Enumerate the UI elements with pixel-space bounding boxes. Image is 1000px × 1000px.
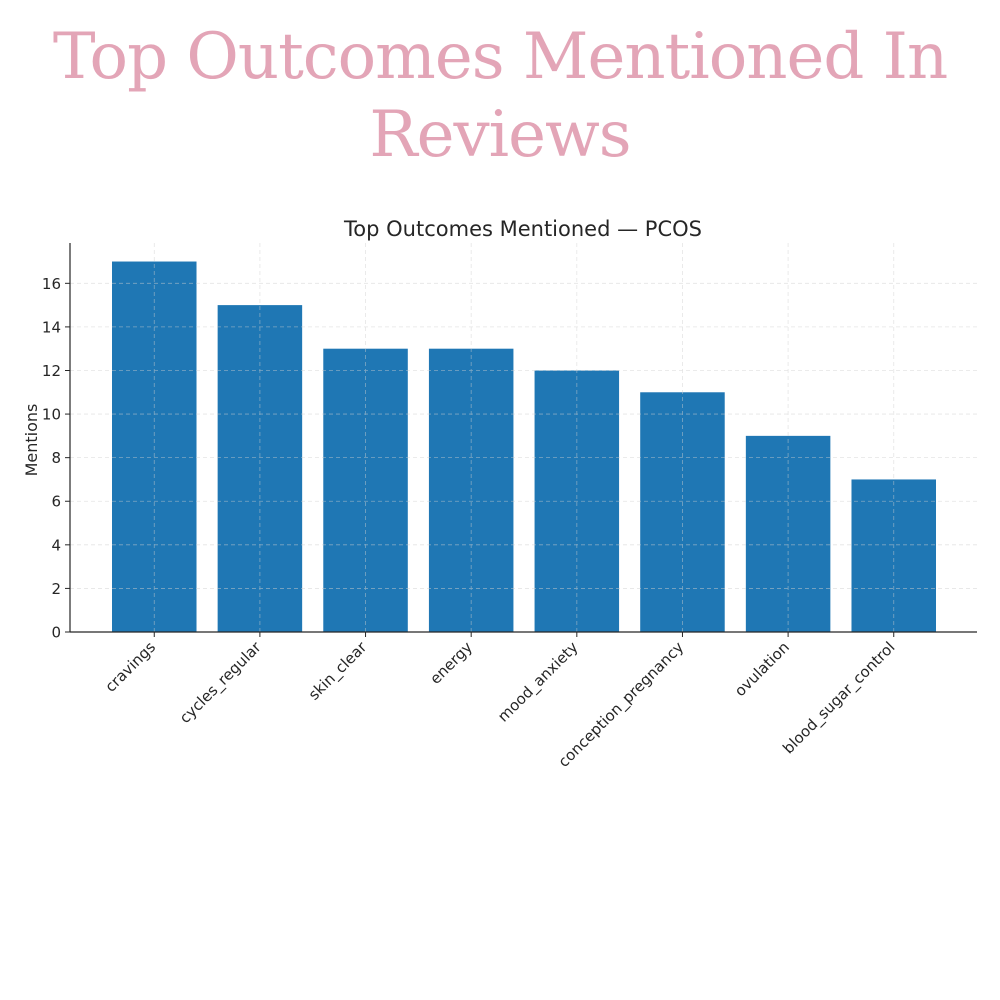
x-tick-label: energy: [426, 638, 476, 688]
x-tick-label: blood_sugar_control: [779, 638, 899, 758]
x-tick-label: ovulation: [731, 638, 793, 700]
x-tick-label: cycles_regular: [176, 638, 266, 728]
y-tick-label: 12: [42, 362, 61, 380]
y-ticks: 0 2 4 6 8 10 12 14 16: [42, 275, 70, 642]
x-tick-label: cravings: [101, 638, 159, 696]
x-tick-label: skin_clear: [305, 638, 372, 705]
x-tick-label: mood_anxiety: [494, 638, 582, 726]
y-tick-label: 6: [51, 493, 61, 511]
bars: [112, 261, 936, 632]
y-axis-label: Mentions: [22, 404, 41, 477]
y-tick-label: 14: [42, 318, 61, 336]
y-tick-label: 0: [51, 624, 61, 642]
x-ticks: cravings cycles_regular skin_clear energy mo…: [101, 632, 899, 771]
y-tick-label: 16: [42, 275, 61, 293]
y-tick-label: 4: [51, 536, 61, 554]
x-tick-label: conception_pregnancy: [555, 638, 688, 771]
y-tick-label: 8: [51, 449, 61, 467]
page-heading-line-1: Top Outcomes Mentioned In: [52, 20, 948, 94]
axes: [69, 243, 977, 633]
chart-title: Top Outcomes Mentioned — PCOS: [343, 217, 702, 241]
page-heading: Top Outcomes Mentioned In Reviews: [0, 18, 1000, 174]
grid: [70, 243, 977, 632]
y-tick-label: 10: [42, 406, 61, 424]
page-heading-line-2: Reviews: [369, 98, 631, 172]
y-tick-label: 2: [51, 580, 61, 598]
